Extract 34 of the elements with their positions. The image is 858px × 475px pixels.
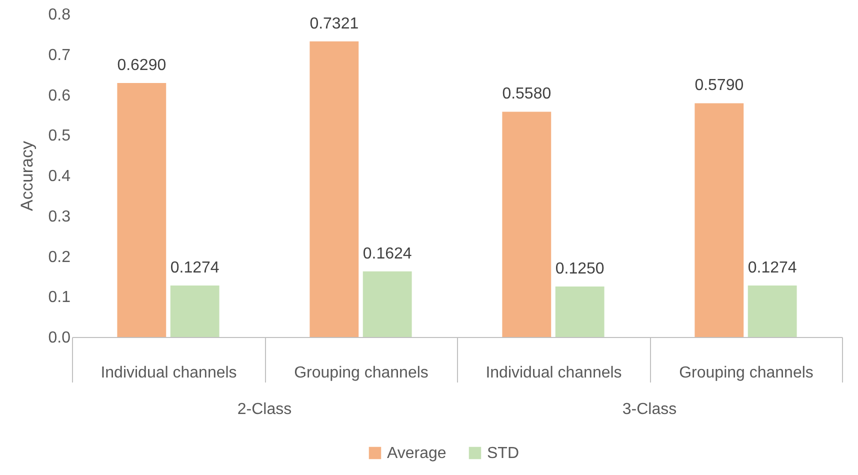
bar [310, 41, 359, 337]
y-tick-label: 0.3 [48, 208, 71, 226]
x-tick-label: Grouping channels [294, 364, 428, 382]
bar [555, 286, 604, 337]
data-label: 0.1624 [362, 245, 412, 262]
x-tick-label: Individual channels [486, 364, 622, 382]
y-axis-title: Accuracy [17, 140, 36, 211]
bar [748, 286, 797, 337]
text: 3-Class [622, 401, 677, 418]
data-label: 0.7321 [310, 15, 359, 32]
y-tick-label: 0.5 [48, 128, 71, 145]
bar [117, 83, 166, 337]
data-label: 0.6290 [117, 57, 166, 74]
text: 2-Class [237, 401, 292, 418]
y-tick-label: 0.1 [48, 289, 71, 306]
legend-label: Average [387, 445, 446, 462]
x-tick-label: Individual channels [100, 364, 237, 382]
data-label: 0.5790 [694, 77, 744, 94]
y-tick-label: 0.0 [48, 330, 71, 346]
y-tick-label: 0.6 [48, 87, 71, 104]
bar [170, 286, 220, 337]
data-label: 0.1250 [555, 260, 604, 278]
bar [362, 271, 412, 337]
data-label: 0.1274 [170, 260, 220, 277]
data-label: 0.5580 [502, 86, 552, 103]
data-label: 0.1274 [748, 260, 797, 277]
y-tick-label: 0.2 [48, 248, 71, 266]
x-tick-label: Grouping channels [679, 364, 814, 382]
legend-label: STD [487, 445, 519, 462]
y-tick-label: 0.7 [48, 46, 71, 64]
y-tick-label: 0.8 [48, 6, 71, 24]
bar [502, 112, 552, 337]
y-tick-label: 0.4 [48, 168, 71, 185]
bar [694, 103, 744, 337]
